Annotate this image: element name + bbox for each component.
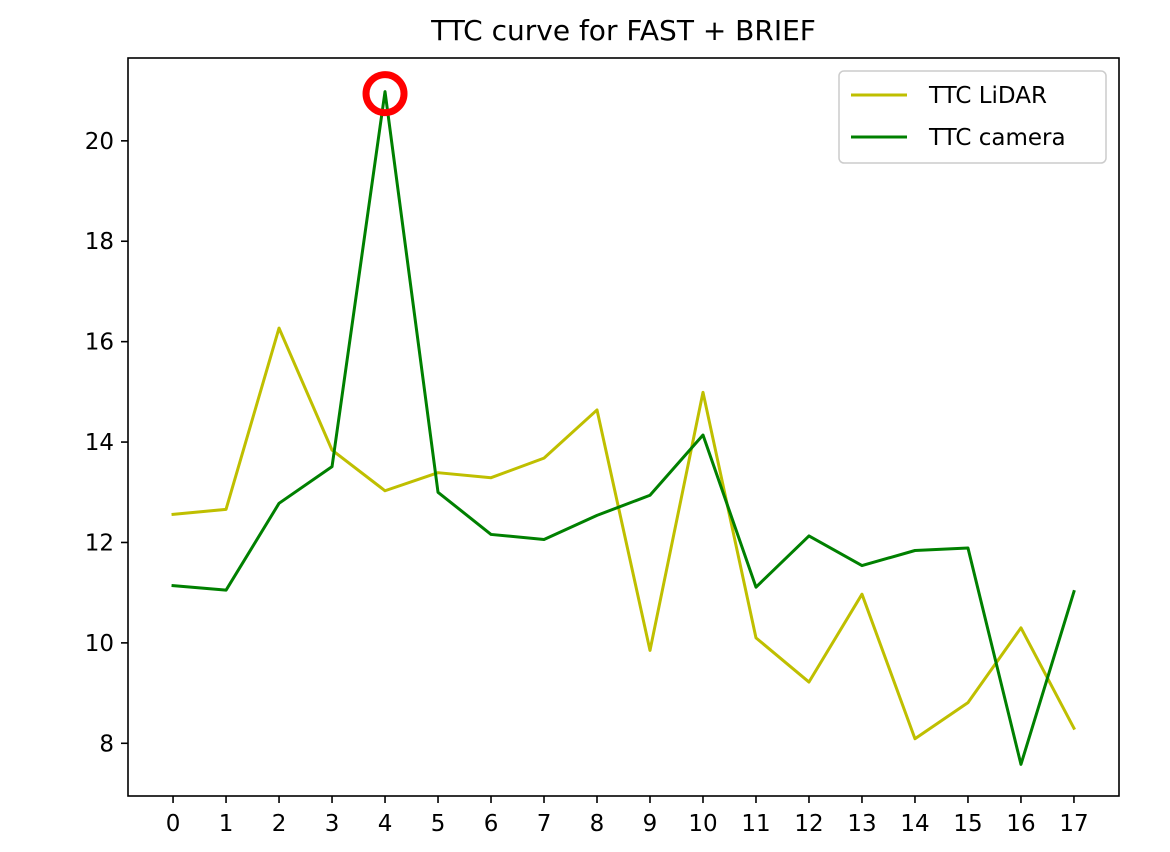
y-axis: 8 10 12 14 16 18 20 [85,129,128,757]
highlight-circle [362,71,408,117]
x-tick-label: 16 [1006,811,1035,837]
x-axis: 0 1 2 3 4 5 6 7 8 9 10 11 12 13 14 15 16 17 [166,796,1089,837]
y-tick-label: 8 [99,731,114,757]
y-tick-label: 18 [85,229,114,255]
series-ttc-lidar [171,326,1076,741]
x-tick-label: 4 [378,811,393,837]
x-tick-label: 12 [794,811,823,837]
legend-item: TTC LiDAR [851,83,1047,109]
plot-frame [127,57,1120,797]
chart-title: TTC curve for FAST + BRIEF [430,14,816,47]
x-tick-label: 15 [953,811,982,837]
x-tick-label: 14 [900,811,929,837]
y-tick-label: 12 [85,530,114,556]
series-line [171,326,1076,741]
x-tick-label: 5 [431,811,446,837]
y-tick-label: 14 [85,430,114,456]
y-tick-label: 16 [85,330,114,356]
x-tick-label: 13 [847,811,876,837]
plot-area [171,71,1076,766]
x-tick-label: 9 [643,811,658,837]
x-tick-label: 0 [166,811,181,837]
legend-item: TTC camera [851,125,1066,151]
legend: TTC LiDAR TTC camera [838,70,1107,164]
x-tick-label: 1 [219,811,234,837]
x-tick-label: 17 [1059,811,1088,837]
y-tick-label: 10 [85,631,114,657]
y-tick-label: 20 [85,129,114,155]
series-line [171,90,1076,766]
legend-label: TTC LiDAR [928,83,1047,109]
x-tick-label: 8 [590,811,605,837]
x-tick-label: 2 [272,811,287,837]
x-tick-label: 11 [741,811,770,837]
x-tick-label: 7 [537,811,552,837]
series-ttc-camera [171,90,1076,766]
legend-label: TTC camera [928,125,1066,151]
x-tick-label: 6 [484,811,499,837]
x-tick-label: 3 [325,811,340,837]
x-tick-label: 10 [688,811,717,837]
